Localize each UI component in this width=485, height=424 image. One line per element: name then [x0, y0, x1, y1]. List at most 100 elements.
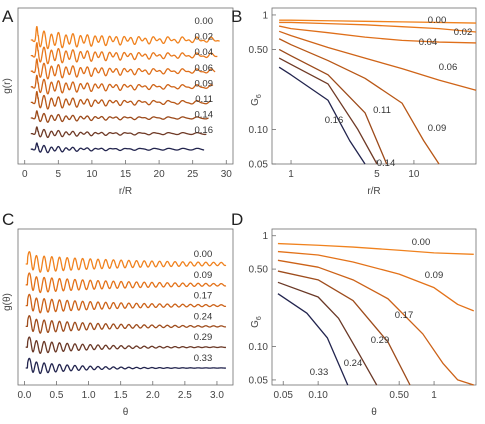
y-axis-label: g(r) — [2, 78, 13, 94]
series-label-0.06: 0.06 — [439, 62, 458, 73]
x-tick-label: 30 — [221, 169, 233, 180]
x-tick-label: 0 — [22, 169, 28, 180]
series-line-0.16 — [30, 142, 205, 154]
series-label-0.33: 0.33 — [194, 353, 213, 364]
y-axis-label: g(θ) — [2, 293, 13, 311]
y-tick-label: 0.50 — [249, 45, 269, 56]
y-tick-label: 0.10 — [249, 342, 269, 353]
series-line-0.09 — [25, 272, 227, 294]
series-label-0.17: 0.17 — [194, 291, 213, 302]
x-axis-label: r/R — [119, 186, 132, 197]
series-line-0.02 — [30, 42, 218, 65]
series-label-0.02: 0.02 — [195, 32, 214, 43]
series-line-0.00 — [279, 19, 477, 24]
y-tick-label: 0.50 — [249, 265, 269, 276]
x-tick-label: 0.5 — [50, 390, 64, 401]
series-line-0.09 — [278, 38, 440, 165]
series-label-0.29: 0.29 — [194, 332, 213, 343]
panel-A: A 0 5 10 15 20 25 30 r/R g(r) 0.00 0.02 0.04 0.06 0.09… — [2, 7, 234, 197]
series-label-0.00: 0.00 — [194, 249, 213, 260]
panel-label-C: C — [2, 210, 14, 229]
series-label-0.33: 0.33 — [310, 367, 329, 378]
series-label-0.09: 0.09 — [195, 78, 214, 89]
series-label-0.16: 0.16 — [195, 125, 214, 136]
x-tick-label: 5 — [56, 169, 62, 180]
series-label-0.24: 0.24 — [194, 311, 213, 322]
series-label-0.04: 0.04 — [195, 47, 214, 58]
series-label-0.06: 0.06 — [195, 63, 214, 74]
series-line-0.11 — [30, 110, 209, 123]
series-label-0.17: 0.17 — [395, 310, 414, 321]
panel-label-D: D — [231, 210, 243, 229]
y-tick-label: 0.10 — [249, 125, 269, 136]
series-label-0.11: 0.11 — [195, 94, 213, 105]
x-tick-label: 15 — [120, 169, 132, 180]
series-line-0.06 — [278, 30, 477, 91]
panel-label-A: A — [2, 7, 14, 26]
y-tick-label: 1 — [262, 10, 268, 21]
series-line-0.29 — [25, 336, 227, 354]
x-tick-label: 0.05 — [274, 390, 294, 401]
y-axis-label: G6 — [250, 316, 263, 328]
series-label-0.09: 0.09 — [194, 270, 213, 281]
series-label-0.11: 0.11 — [373, 105, 391, 116]
y-tick-label: 1 — [262, 231, 268, 242]
series-line-0.14 — [278, 57, 378, 165]
x-axis-label: θ — [371, 407, 377, 418]
x-tick-label: 0.50 — [389, 390, 409, 401]
x-tick-label: 10 — [408, 169, 420, 180]
series-line-0.09 — [277, 250, 475, 312]
x-axis-label: θ — [123, 407, 129, 418]
series-line-0.17 — [25, 293, 227, 314]
series-line-0.33 — [25, 357, 227, 375]
y-tick-label: 0.05 — [249, 160, 269, 171]
series-line-0.00 — [25, 251, 227, 273]
x-tick-label: 20 — [154, 169, 166, 180]
series-line-0.24 — [277, 270, 411, 386]
series-label-0.16: 0.16 — [325, 115, 344, 126]
series-line-0.02 — [279, 21, 477, 33]
y-axis-label: G6 — [250, 94, 263, 106]
x-tick-label: 2.0 — [146, 390, 160, 401]
series-label-0.04: 0.04 — [419, 37, 438, 48]
series-label-0.02: 0.02 — [454, 27, 473, 38]
series-line-0.09 — [30, 90, 212, 110]
y-tick-label: 0.05 — [249, 375, 269, 386]
plot-frame — [271, 228, 477, 386]
series-line-0.04 — [278, 25, 477, 44]
series-line-0.14 — [30, 126, 207, 139]
x-tick-label: 10 — [86, 169, 98, 180]
series-line-0.00 — [277, 242, 474, 255]
series-line-0.06 — [30, 74, 214, 95]
series-label-0.00: 0.00 — [195, 16, 214, 27]
series-line-0.17 — [277, 259, 474, 386]
series-label-0.14: 0.14 — [195, 110, 214, 121]
panel-D: D 0.05 0.10 0.50 1 1 0.50 0.10 0.05 θ G6 0.00 0.09 0.… — [231, 210, 477, 418]
series-line-0.16 — [278, 66, 366, 165]
x-tick-label: 3.0 — [210, 390, 224, 401]
series-label-0.24: 0.29 — [371, 335, 390, 346]
series-label-0.00: 0.00 — [428, 15, 447, 26]
x-tick-label: 25 — [187, 169, 199, 180]
x-tick-label: 1.0 — [82, 390, 96, 401]
panel-B: B 1 5 10 1 0.50 0.10 0.05 r/R G6 0.00 0.02 0.04 0.06 0… — [231, 7, 477, 197]
series-label-0.09: 0.09 — [428, 123, 447, 134]
x-tick-label: 1.5 — [114, 390, 128, 401]
series-line-0.00 — [30, 25, 220, 50]
x-tick-label: 0.0 — [17, 390, 31, 401]
series-label-0.14: 0.14 — [377, 158, 396, 169]
x-tick-label: 5 — [374, 169, 380, 180]
plot-frame — [271, 7, 477, 165]
series-line-0.29 — [277, 281, 378, 386]
series-label-0.29: 0.24 — [344, 358, 363, 369]
series-line-0.24 — [25, 315, 227, 334]
series-line-0.33 — [277, 293, 349, 386]
x-tick-label: 1 — [288, 169, 294, 180]
series-label-0.09: 0.09 — [425, 270, 444, 281]
panel-C: C 0.0 0.5 1.0 1.5 2.0 2.5 3.0 θ g(θ) 0.00 0.09 0.17 0… — [2, 210, 234, 418]
series-line-0.04 — [30, 58, 216, 80]
series-label-0.00: 0.00 — [412, 237, 431, 248]
plot-frame — [17, 228, 234, 386]
x-tick-label: 0.10 — [308, 390, 328, 401]
